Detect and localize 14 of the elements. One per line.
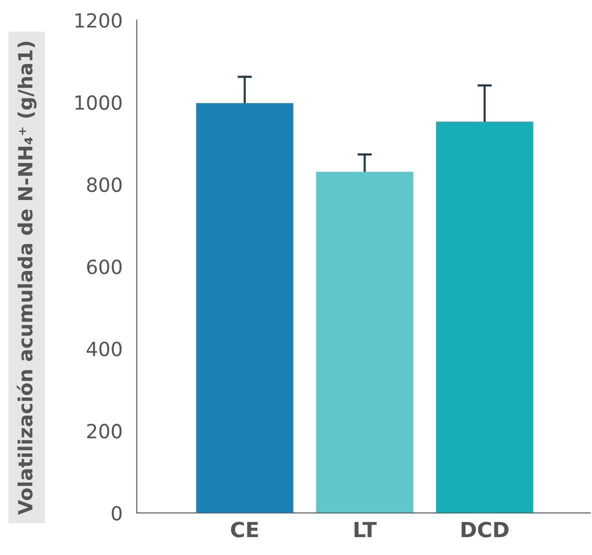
y-tick-label: 1200 — [76, 13, 122, 28]
y-tick-label: 200 — [87, 424, 122, 439]
bar — [436, 122, 534, 513]
x-tick-label: CE — [231, 522, 258, 538]
y-axis-title: Volatilización acumulada de N-NH₄⁺ (g/ha1) — [16, 42, 37, 515]
y-tick-label: 600 — [87, 260, 122, 274]
bar — [196, 103, 294, 513]
y-tick-label: 1000 — [76, 95, 122, 110]
y-tick-label: 400 — [86, 342, 122, 356]
bar — [316, 172, 414, 513]
y-tick-label: 0 — [112, 506, 122, 521]
y-tick-label: 800 — [87, 177, 122, 192]
x-tick-label: LT — [354, 522, 377, 538]
x-tick-label: DCD — [462, 522, 508, 538]
